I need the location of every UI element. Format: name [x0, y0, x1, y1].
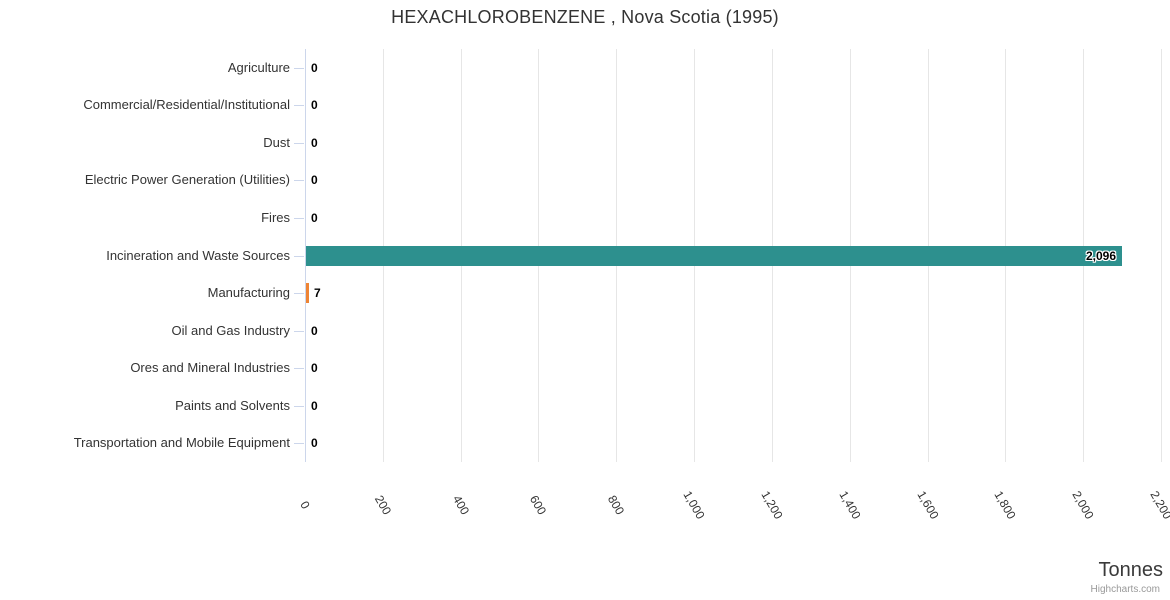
- x-tick-label: 1,000: [680, 488, 708, 522]
- category-label: Electric Power Generation (Utilities): [84, 172, 290, 188]
- category-tick: [294, 368, 304, 369]
- x-tick-label: 1,800: [991, 488, 1019, 522]
- category-label: Dust: [263, 134, 290, 150]
- category-label: Oil and Gas Industry: [171, 322, 291, 338]
- x-tick-label: 400: [449, 492, 472, 518]
- x-tick-label: 800: [605, 492, 628, 518]
- x-tick-label: 2,000: [1069, 488, 1097, 522]
- category-label: Transportation and Mobile Equipment: [73, 435, 290, 451]
- value-label: 0: [311, 211, 318, 225]
- category-tick: [294, 256, 304, 257]
- x-tick-label: 1,200: [758, 488, 786, 522]
- highcharts-credit-link[interactable]: Highcharts.com: [1090, 584, 1160, 595]
- bar[interactable]: [306, 246, 1122, 266]
- category-tick: [294, 331, 304, 332]
- category-label: Commercial/Residential/Institutional: [83, 97, 290, 113]
- category-label: Ores and Mineral Industries: [130, 360, 290, 376]
- x-tick-label: 1,400: [836, 488, 864, 522]
- value-label: 0: [311, 98, 318, 112]
- category-tick: [294, 406, 304, 407]
- y-axis-line: [305, 49, 306, 462]
- category-tick: [294, 218, 304, 219]
- x-tick-label: 1,600: [913, 488, 942, 522]
- value-label: 0: [311, 361, 318, 375]
- value-label: 0: [311, 136, 318, 150]
- value-label: 0: [311, 61, 318, 75]
- category-label: Paints and Solvents: [175, 397, 290, 413]
- category-tick: [294, 143, 304, 144]
- value-label: 2,096: [1085, 249, 1116, 263]
- category-tick: [294, 180, 304, 181]
- x-tick-label: 0: [297, 498, 313, 512]
- category-label: Fires: [261, 209, 290, 225]
- category-tick: [294, 293, 304, 294]
- value-label: 0: [311, 399, 318, 413]
- x-tick-label: 600: [527, 492, 550, 518]
- bar[interactable]: [306, 283, 309, 303]
- value-label: 0: [311, 436, 318, 450]
- category-tick: [294, 443, 304, 444]
- x-axis-title: Tonnes: [1098, 559, 1164, 581]
- value-label: 7: [314, 286, 321, 300]
- value-label: 0: [311, 324, 318, 338]
- category-tick: [294, 68, 304, 69]
- gridline: [1161, 49, 1162, 462]
- category-label: Incineration and Waste Sources: [106, 247, 290, 263]
- x-tick-label: 200: [371, 492, 394, 518]
- chart-title: HEXACHLOROBENZENE , Nova Scotia (1995): [391, 7, 779, 27]
- category-label: Agriculture: [227, 59, 290, 75]
- value-label: 0: [311, 173, 318, 187]
- category-tick: [294, 105, 304, 106]
- category-label: Manufacturing: [207, 285, 290, 301]
- x-tick-label: 2,200: [1147, 488, 1170, 522]
